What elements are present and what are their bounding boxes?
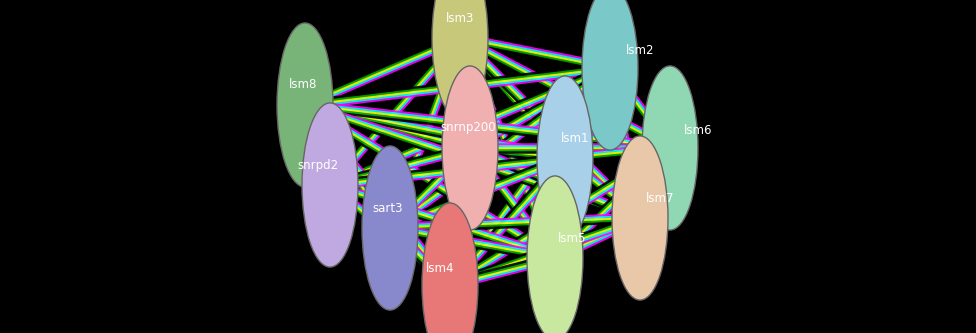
Text: sart3: sart3 [373,201,403,214]
Text: lsm1: lsm1 [561,132,590,145]
Text: lsm5: lsm5 [558,231,587,244]
Ellipse shape [432,0,488,120]
Ellipse shape [362,146,418,310]
Ellipse shape [422,203,478,333]
Ellipse shape [302,103,358,267]
Text: lsm3: lsm3 [446,12,474,25]
Ellipse shape [527,176,583,333]
Text: lsm7: lsm7 [646,191,674,204]
Text: snrnp200: snrnp200 [440,122,496,135]
Ellipse shape [537,76,593,240]
Text: lsm4: lsm4 [426,261,454,274]
Text: lsm8: lsm8 [289,79,317,92]
Text: snrpd2: snrpd2 [298,159,339,171]
Text: lsm2: lsm2 [626,44,654,57]
Ellipse shape [442,66,498,230]
Ellipse shape [277,23,333,187]
Ellipse shape [582,0,638,150]
Text: lsm6: lsm6 [684,124,712,137]
Ellipse shape [612,136,668,300]
Ellipse shape [642,66,698,230]
